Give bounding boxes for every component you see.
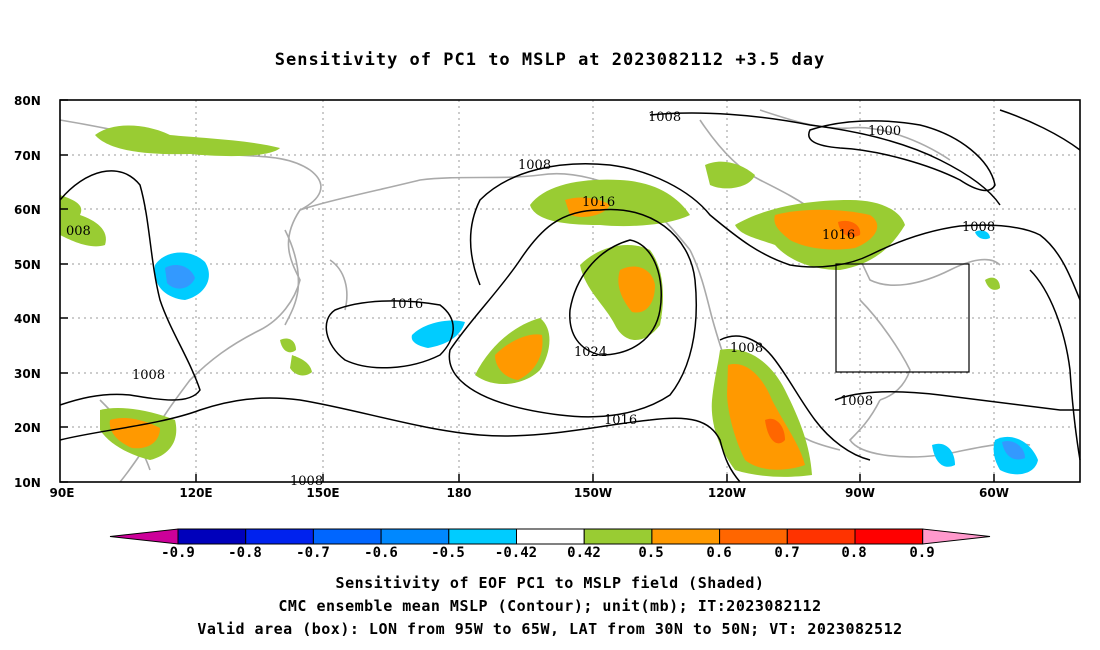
colorbar-segment <box>380 528 450 545</box>
lon-label: 90W <box>845 486 875 500</box>
lon-label: 120W <box>708 486 746 500</box>
mslp-contours <box>59 109 1081 483</box>
figure-title: Sensitivity of PC1 to MSLP at 2023082112… <box>274 50 826 70</box>
shade-high-1 <box>765 418 785 444</box>
colorbar-segment <box>854 528 924 545</box>
colorbar-label: 0.42 <box>567 545 601 561</box>
colorbar-label: -0.5 <box>431 545 465 561</box>
shade-positive-7 <box>705 161 755 189</box>
shade-high-2 <box>838 220 861 237</box>
shade-mid-6 <box>109 417 160 449</box>
validation-area-box <box>835 263 970 373</box>
colorbar-label: 0.5 <box>638 545 663 561</box>
contour-label: 1016 <box>582 195 615 210</box>
contour-label: 1008 <box>962 220 995 235</box>
colorbar-segment <box>177 528 247 545</box>
contour-label: 1000 <box>868 124 901 139</box>
footer-line-1: Sensitivity of EOF PC1 to MSLP field (Sh… <box>335 574 765 592</box>
lat-label: 40N <box>14 312 41 326</box>
shade-positive-10 <box>290 355 312 376</box>
colorbar-segment <box>583 528 653 545</box>
contour-label: 1016 <box>822 228 855 243</box>
lon-label: 90E <box>50 486 75 500</box>
lon-label: 120E <box>179 486 212 500</box>
contour-label: 1016 <box>604 413 637 428</box>
colorbar-label: -0.9 <box>161 545 195 561</box>
colorbar-left-arrow <box>109 528 179 545</box>
colorbar-segment <box>448 528 517 545</box>
lon-label: 150E <box>306 486 339 500</box>
colorbar-segment <box>312 528 382 545</box>
footer-line-3: Valid area (box): LON from 95W to 65W, L… <box>197 620 903 638</box>
shade-mid-5 <box>727 364 805 470</box>
lat-label: 80N <box>14 94 41 108</box>
shade-positive-1 <box>95 125 280 157</box>
colorbar-segment <box>651 528 721 545</box>
longitude-labels: 90E 120E 150E 180 150W 120W 90W 60W <box>50 486 1009 500</box>
contour-label: 1008 <box>648 110 681 125</box>
contour-label: 1008 <box>730 341 763 356</box>
latitude-labels: 80N 70N 60N 50N 40N 30N 20N 10N <box>14 94 41 490</box>
lat-label: 10N <box>14 476 41 490</box>
lat-label: 60N <box>14 203 41 217</box>
colorbar-segment <box>719 528 788 545</box>
lat-label: 20N <box>14 421 41 435</box>
map-frame <box>59 99 1081 483</box>
colorbar-segment <box>786 528 856 545</box>
footer-line-2: CMC ensemble mean MSLP (Contour); unit(m… <box>278 597 822 615</box>
colorbar-label: 0.8 <box>841 545 866 561</box>
shade-negative-4 <box>932 443 955 467</box>
lon-label: 150W <box>574 486 612 500</box>
colorbar-label: -0.6 <box>364 545 398 561</box>
shade-positive-12 <box>280 338 296 353</box>
lat-label: 70N <box>14 149 41 163</box>
contour-label: 1016 <box>390 297 423 312</box>
shade-positive-2 <box>60 195 106 247</box>
lat-label: 50N <box>14 258 41 272</box>
shade-negative-1-core <box>165 265 195 289</box>
shade-negative-5 <box>975 230 990 240</box>
contour-label: 1008 <box>518 158 551 173</box>
shade-positive-11 <box>985 277 1000 290</box>
colorbar-label: 0.7 <box>774 545 799 561</box>
colorbar-right-arrow <box>922 528 991 545</box>
colorbar-segment <box>245 528 314 545</box>
contour-label: 008 <box>66 224 91 239</box>
lat-label: 30N <box>14 367 41 381</box>
shade-mid-4 <box>774 209 878 250</box>
lon-label: 180 <box>446 486 471 500</box>
contour-label: 1024 <box>574 345 607 360</box>
contour-label: 1008 <box>132 368 165 383</box>
colorbar-labels: -0.9 -0.8 -0.7 -0.6 -0.5 -0.42 0.42 0.5 … <box>161 545 935 561</box>
shade-mid-3 <box>495 334 543 380</box>
colorbar-label: -0.8 <box>228 545 262 561</box>
colorbar-segment <box>516 528 585 545</box>
colorbar-label: 0.9 <box>909 545 934 561</box>
shade-negative-3-core <box>1002 440 1025 460</box>
colorbar <box>109 528 991 545</box>
lon-label: 60W <box>979 486 1009 500</box>
colorbar-label: -0.42 <box>495 545 537 561</box>
contour-label: 1008 <box>840 394 873 409</box>
shade-negative-2 <box>411 320 465 348</box>
shade-mid-2 <box>618 266 655 313</box>
colorbar-label: 0.6 <box>706 545 731 561</box>
colorbar-label: -0.7 <box>296 545 330 561</box>
